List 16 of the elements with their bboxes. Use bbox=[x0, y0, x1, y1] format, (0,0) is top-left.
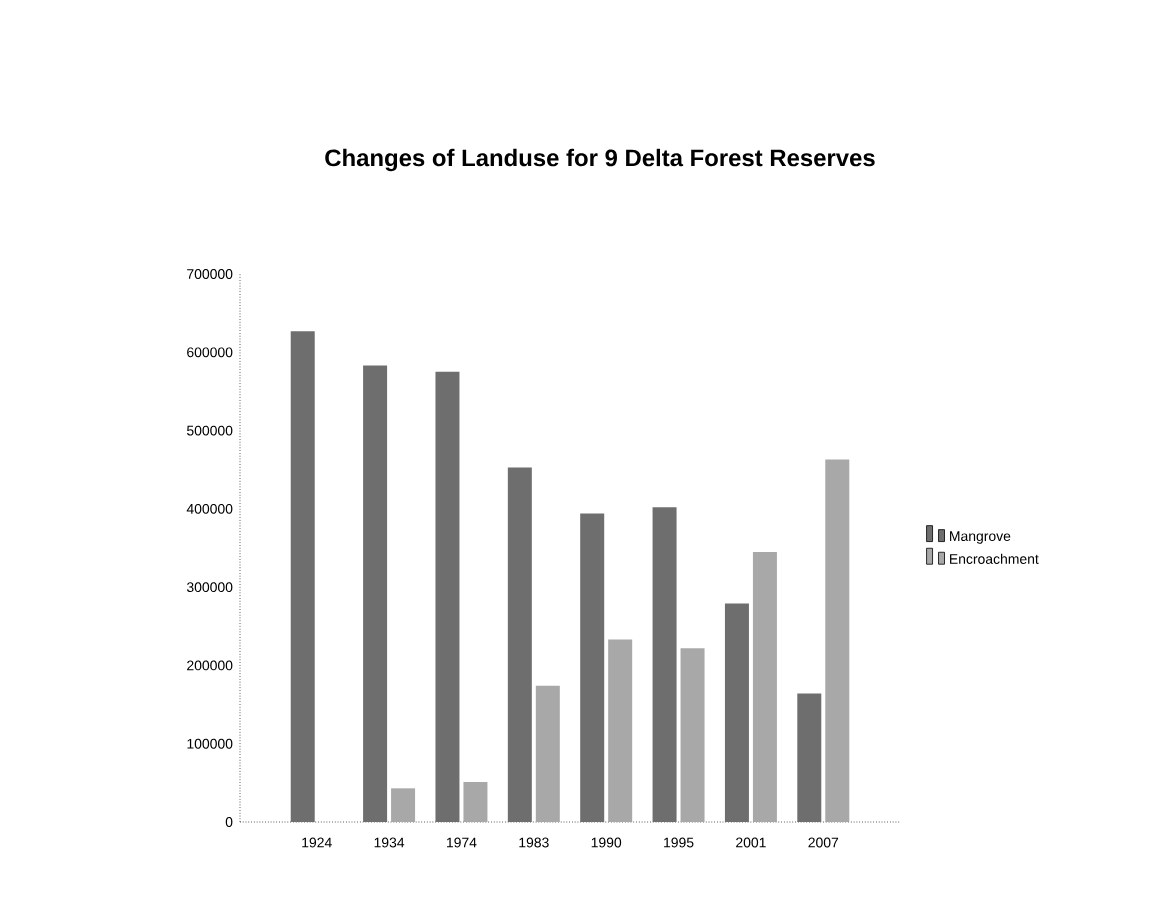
bar bbox=[580, 513, 605, 822]
bar bbox=[825, 459, 850, 822]
bar bbox=[435, 371, 460, 822]
bar bbox=[363, 365, 388, 822]
bar bbox=[797, 693, 822, 822]
bar bbox=[608, 639, 633, 822]
bar bbox=[680, 648, 705, 822]
bar bbox=[463, 782, 488, 822]
bar bbox=[724, 603, 749, 822]
bar bbox=[752, 551, 777, 822]
bar bbox=[535, 685, 560, 822]
chart-title: Changes of Landuse for 9 Delta Forest Reserves bbox=[325, 148, 875, 172]
bar bbox=[507, 467, 532, 822]
bar bbox=[652, 507, 677, 822]
bar bbox=[290, 331, 315, 822]
bar bbox=[391, 788, 416, 822]
